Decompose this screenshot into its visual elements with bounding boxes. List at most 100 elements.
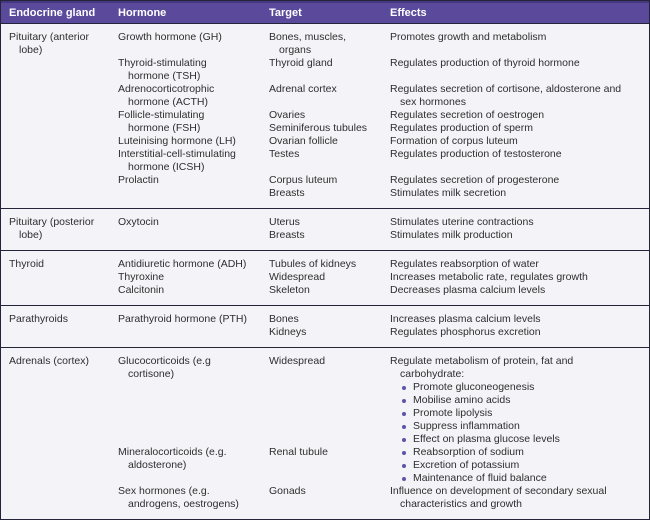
table-row: Calcitonin Skeleton Decreases plasma calci… <box>1 284 649 297</box>
text-line: Thyroid-stimulating <box>118 57 207 69</box>
text-line: Mineralocorticoids (e.g. <box>118 446 227 458</box>
text-line: hormone (ACTH) <box>128 96 208 108</box>
text-line: Increases metabolic rate, regulates grow… <box>390 271 588 283</box>
gland-cell: Thyroid <box>1 258 110 271</box>
text-line: Tubules of kidneys <box>269 258 357 270</box>
table-row: Follicle-stimulating hormone (FSH) Ovaries… <box>1 109 649 135</box>
effects-cell: Influence on development of secondary se… <box>382 485 649 511</box>
text-line: Calcitonin <box>118 284 165 296</box>
target-cell: Ovaries Seminiferous tubules <box>261 109 382 135</box>
effect-item: Regulates production of sperm <box>390 122 643 135</box>
table-row: Pituitary (posterior lobe) Oxytocin Uterus B… <box>1 216 649 242</box>
table-section: Parathyroids Parathyroid hormone (PTH) Bon… <box>1 305 649 347</box>
text-line: sex hormones <box>400 96 466 108</box>
table-row: Luteinising hormone (LH) Ovarian follicle… <box>1 135 649 148</box>
table-section: Thyroid Antidiuretic hormone (ADH) Tubules… <box>1 250 649 305</box>
text-line: Regulates reabsorption of water <box>390 258 539 270</box>
hormone-cell: Calcitonin <box>110 284 261 297</box>
effects-cell: Regulates production of testosterone <box>382 148 649 161</box>
target-cell: Widespread <box>261 355 382 368</box>
text-line: Breasts <box>269 187 305 199</box>
table-body: Pituitary (anterior lobe) Growth hormone (… <box>1 24 649 519</box>
effects-cell: Stimulates uterine contractions Stimulate… <box>382 216 649 242</box>
bullet-icon <box>402 399 406 403</box>
table-row: Pituitary (anterior lobe) Growth hormone (… <box>1 31 649 57</box>
effects-cell: Regulates production of thyroid hormone <box>382 57 649 70</box>
text-line: Regulate metabolism of protein, fat and <box>390 355 574 367</box>
effect-bullet-item: Maintenance of fluid balance <box>390 472 643 485</box>
column-header-hormone: Hormone <box>118 7 167 19</box>
table-row: Prolactin Corpus luteum Breasts Regulates s… <box>1 174 649 200</box>
text-line: Bones <box>269 313 299 325</box>
target-cell: Corpus luteum Breasts <box>261 174 382 200</box>
text-line: Suppress inflammation <box>413 420 520 432</box>
text-line: Corpus luteum <box>269 174 338 186</box>
table-section: Pituitary (posterior lobe) Oxytocin Uterus B… <box>1 208 649 250</box>
target-item: Bones <box>269 313 376 326</box>
text-line: Breasts <box>269 229 305 241</box>
effects-cell: Decreases plasma calcium levels <box>382 284 649 297</box>
text-line: Kidneys <box>269 326 307 338</box>
target-cell: Gonads <box>261 485 382 498</box>
text-line: Promote lipolysis <box>413 407 493 419</box>
text-line: lobe) <box>19 229 43 241</box>
effect-item: Regulates secretion of oestrogen <box>390 109 643 122</box>
text-line: Stimulates uterine contractions <box>390 216 534 228</box>
table-header: Endocrine gland Hormone Target Effects <box>1 1 649 24</box>
effect-bullet-item: Reabsorption of sodium <box>390 446 643 459</box>
hormone-cell: Glucocorticoids (e.g cortisone) <box>110 355 261 381</box>
hormone-cell: Interstitial-cell-stimulating hormone (IC… <box>110 148 261 174</box>
target-item: Thyroid gland <box>269 57 376 70</box>
effect-bullet-item: Mobilise amino acids <box>390 394 643 407</box>
bullet-icon <box>402 477 406 481</box>
target-cell: Uterus Breasts <box>261 216 382 242</box>
target-item: Adrenal cortex <box>269 83 376 96</box>
text-line: Adrenocorticotrophic <box>118 83 215 95</box>
effects-cell: Promotes growth and metabolism <box>382 31 649 44</box>
text-line: Promote gluconeogenesis <box>413 381 535 393</box>
gland-cell: Pituitary (anterior lobe) <box>1 31 110 57</box>
hormone-cell: Oxytocin <box>110 216 261 229</box>
target-item: Corpus luteum <box>269 174 376 187</box>
hormone-cell: Antidiuretic hormone (ADH) <box>110 258 261 271</box>
text-line: Oxytocin <box>118 216 159 228</box>
text-line: Prolactin <box>118 174 159 186</box>
text-line: Uterus <box>269 216 300 228</box>
target-cell: Renal tubule <box>261 446 382 459</box>
target-item: Widespread <box>269 271 376 284</box>
column-header-endocrine-gland: Endocrine gland <box>9 7 96 19</box>
text-line: Adrenals (cortex) <box>9 355 89 367</box>
text-line: Widespread <box>269 271 326 283</box>
text-line: Regulates production of sperm <box>390 122 533 134</box>
effect-bullet-item: Excretion of potassium <box>390 459 643 472</box>
effect-item: Regulates production of thyroid hormone <box>390 57 643 70</box>
text-line: Effect on plasma glucose levels <box>413 433 560 445</box>
text-line: characteristics and growth <box>400 498 522 510</box>
target-item: Kidneys <box>269 326 376 339</box>
hormone-cell: Mineralocorticoids (e.g. aldosterone) <box>110 446 261 472</box>
column-header-effects: Effects <box>390 7 427 19</box>
text-line: hormone (TSH) <box>128 70 201 82</box>
table-row: Sex hormones (e.g. androgens, oestrogens)… <box>1 485 649 511</box>
target-item: Gonads <box>269 485 376 498</box>
bullet-icon <box>402 451 406 455</box>
effect-item: Regulates secretion of cortisone, aldost… <box>390 83 643 109</box>
text-line: Ovaries <box>269 109 306 121</box>
text-line: Excretion of potassium <box>413 459 520 471</box>
target-cell: Bones, muscles, organs <box>261 31 382 57</box>
text-line: Influence on development of secondary se… <box>390 485 607 497</box>
table-row: Interstitial-cell-stimulating hormone (IC… <box>1 148 649 174</box>
effect-bullet-item: Suppress inflammation <box>390 420 643 433</box>
target-cell: Adrenal cortex <box>261 83 382 96</box>
text-line: Adrenal cortex <box>269 83 337 95</box>
target-item: Widespread <box>269 355 376 368</box>
effect-item: Increases metabolic rate, regulates grow… <box>390 271 643 284</box>
target-item: Skeleton <box>269 284 376 297</box>
gland-cell: Parathyroids <box>1 313 110 326</box>
table-row: Parathyroids Parathyroid hormone (PTH) Bon… <box>1 313 649 339</box>
target-item: Renal tubule <box>269 446 376 459</box>
effects-cell: Regulates reabsorption of water <box>382 258 649 271</box>
target-item: Uterus <box>269 216 376 229</box>
target-cell: Testes <box>261 148 382 161</box>
